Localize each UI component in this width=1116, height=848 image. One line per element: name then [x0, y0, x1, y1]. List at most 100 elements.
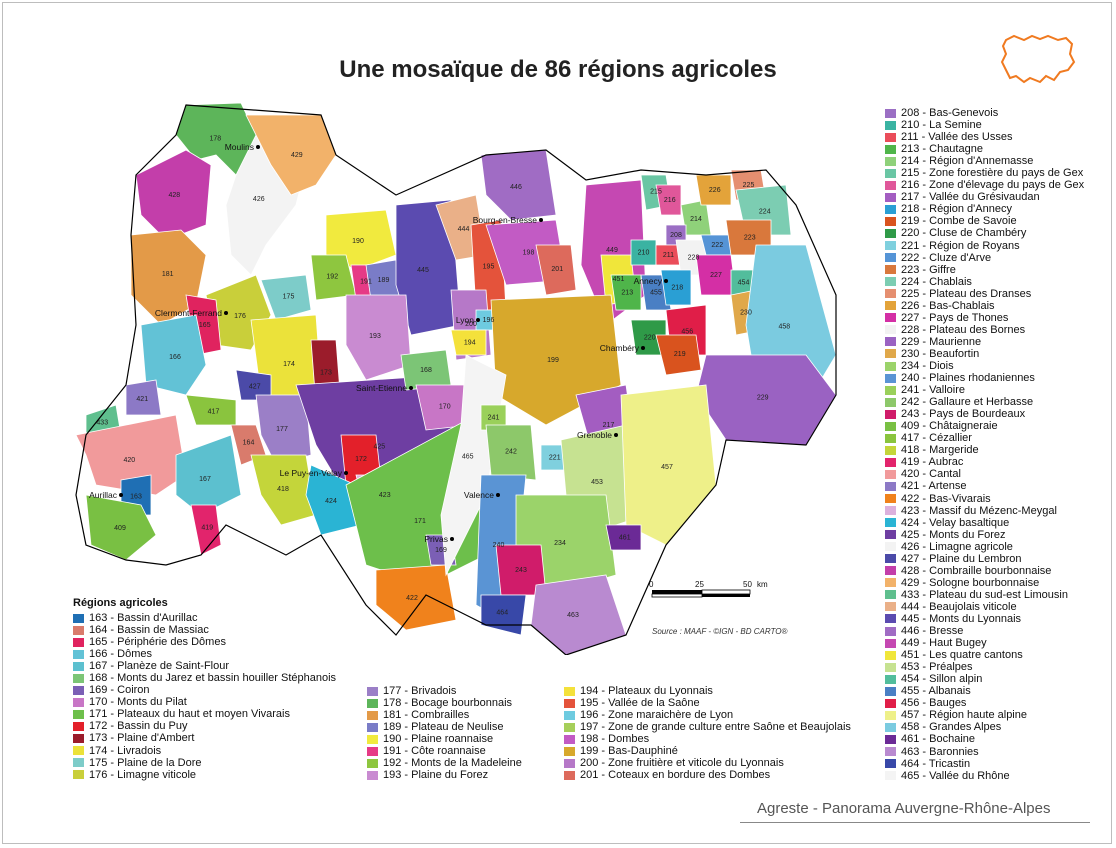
legend-column-3: 194 - Plateaux du Lyonnais 195 - Vallée d… — [564, 685, 851, 781]
region-code-label: 457 — [661, 464, 673, 471]
footer-text: Agreste - Panorama Auvergne-Rhône-Alpes — [757, 800, 1051, 817]
legend-swatch — [885, 710, 896, 720]
legend-swatch — [885, 265, 896, 275]
region-code-label: 240 — [493, 542, 505, 549]
region-code-label: 225 — [743, 182, 755, 189]
region-code-label: 165 — [199, 322, 211, 329]
legend-item: 175 - Plaine de la Dore — [73, 757, 336, 769]
legend-swatch — [885, 481, 896, 491]
region-code-label: 215 — [650, 188, 662, 195]
legend-swatch — [885, 457, 896, 467]
region-code-label: 170 — [439, 403, 451, 410]
legend-item: 226 - Bas-Chablais — [885, 300, 1100, 312]
city-marker — [119, 493, 123, 497]
legend-swatch — [367, 722, 378, 732]
legend-item: 446 - Bresse — [885, 625, 1100, 637]
legend-label: 167 - Planèze de Saint-Flour — [89, 660, 230, 673]
legend-swatch — [885, 277, 896, 287]
legend-label: 458 - Grandes Alpes — [901, 721, 1002, 734]
legend-label: 198 - Dombes — [580, 733, 650, 746]
region-421 — [125, 379, 162, 416]
region-226 — [695, 174, 732, 206]
legend-label: 241 - Valloire — [901, 384, 965, 397]
legend-item: 222 - Cluze d'Arve — [885, 252, 1100, 264]
legend-item: 429 - Sologne bourbonnaise — [885, 577, 1100, 589]
legend-swatch — [367, 734, 378, 744]
region-code-label: 419 — [201, 525, 213, 532]
legend-item: 241 - Valloire — [885, 384, 1100, 396]
legend-item: 458 - Grandes Alpes — [885, 721, 1100, 733]
legend-label: 208 - Bas-Genevois — [901, 107, 999, 120]
legend-label: 217 - Vallée du Grésivaudan — [901, 191, 1040, 204]
legend-label: 417 - Cézallier — [901, 432, 972, 445]
legend-swatch — [73, 733, 84, 743]
agricultural-regions-map: 426 178 429 428 181 175 176 165 166 174 173 427 421 4… — [75, 102, 837, 655]
legend-item: 197 - Zone de grande culture entre Saône… — [564, 721, 851, 733]
legend-swatch — [885, 361, 896, 371]
legend-item: 200 - Zone fruitière et viticole du Lyon… — [564, 757, 851, 769]
legend-label: 433 - Plateau du sud-est Limousin — [901, 588, 1068, 601]
legend-label: 210 - La Semine — [901, 119, 982, 132]
legend-swatch — [885, 409, 896, 419]
legend-label: 457 - Région haute alpine — [901, 709, 1027, 722]
legend-item: 242 - Gallaure et Herbasse — [885, 396, 1100, 408]
city-marker — [641, 346, 645, 350]
legend-label: 171 - Plateaux du haut et moyen Vivarais — [89, 708, 290, 721]
legend-swatch — [73, 625, 84, 635]
legend-swatch — [885, 590, 896, 600]
legend-label: 197 - Zone de grande culture entre Saône… — [580, 721, 851, 734]
legend-swatch — [885, 722, 896, 732]
legend-label: 193 - Plaine du Forez — [383, 769, 489, 782]
legend-label: 173 - Plaine d'Ambert — [89, 732, 195, 745]
map-code-labels: 426 178 429 428 181 175 176 165 166 174 173 427 421 4… — [96, 135, 790, 619]
legend-swatch — [885, 228, 896, 238]
legend-label: 168 - Monts du Jarez et bassin houiller … — [89, 672, 337, 685]
legend-label: 428 - Combraille bourbonnaise — [901, 564, 1052, 577]
region-code-label: 445 — [417, 267, 429, 274]
region-424 — [305, 464, 362, 536]
legend-label: 424 - Velay basaltique — [901, 516, 1010, 529]
legend-label: 200 - Zone fruitière et viticole du Lyon… — [580, 757, 784, 770]
city-label: Grenoble — [577, 430, 612, 440]
legend-swatch — [73, 697, 84, 707]
legend-label: 190 - Plaine roannaise — [383, 733, 494, 746]
legend-item: 454 - Sillon alpin — [885, 673, 1100, 685]
region-code-label: 216 — [664, 197, 676, 204]
city-marker — [664, 279, 668, 283]
legend-item: 181 - Combrailles — [367, 709, 522, 721]
legend-label: 226 - Bas-Chablais — [901, 299, 995, 312]
legend-item: 234 - Diois — [885, 360, 1100, 372]
map-city-labels: Moulins Bourg-en-Bresse Clermont-Ferrand Ly… — [89, 142, 668, 544]
legend-label: 409 - Châtaigneraie — [901, 420, 998, 433]
legend-swatch — [885, 518, 896, 528]
legend-item: 217 - Vallée du Grésivaudan — [885, 191, 1100, 203]
city-label: Le Puy-en-Velay — [280, 468, 343, 478]
legend-swatch — [564, 686, 575, 696]
region-code-label: 222 — [711, 242, 723, 249]
city-marker — [344, 471, 348, 475]
legend-item: 224 - Chablais — [885, 276, 1100, 288]
region-code-label: 456 — [681, 328, 693, 335]
legend-label: 174 - Livradois — [89, 744, 162, 757]
legend-item: 218 - Région d'Annecy — [885, 203, 1100, 215]
legend-item: 423 - Massif du Mézenc-Meygal — [885, 505, 1100, 517]
legend-label: 453 - Préalpes — [901, 661, 973, 674]
legend-swatch — [885, 180, 896, 190]
region-code-label: 418 — [277, 486, 289, 493]
region-code-label: 421 — [136, 396, 148, 403]
legend-item: 457 - Région haute alpine — [885, 709, 1100, 721]
city-label: Chambéry — [600, 343, 640, 353]
city-label: Saint-Etienne — [356, 383, 407, 393]
legend-swatch — [885, 542, 896, 552]
legend-item: 227 - Pays de Thones — [885, 312, 1100, 324]
legend-label: 195 - Vallée de la Saône — [580, 697, 700, 710]
legend-swatch — [885, 325, 896, 335]
legend-item: 421 - Artense — [885, 480, 1100, 492]
region-code-label: 195 — [483, 263, 495, 270]
legend-item: 424 - Velay basaltique — [885, 517, 1100, 529]
legend-swatch — [885, 554, 896, 564]
city-marker — [614, 433, 618, 437]
legend-item: 211 - Vallée des Usses — [885, 131, 1100, 143]
region-code-label: 420 — [123, 457, 135, 464]
legend-label: 463 - Baronnies — [901, 745, 979, 758]
